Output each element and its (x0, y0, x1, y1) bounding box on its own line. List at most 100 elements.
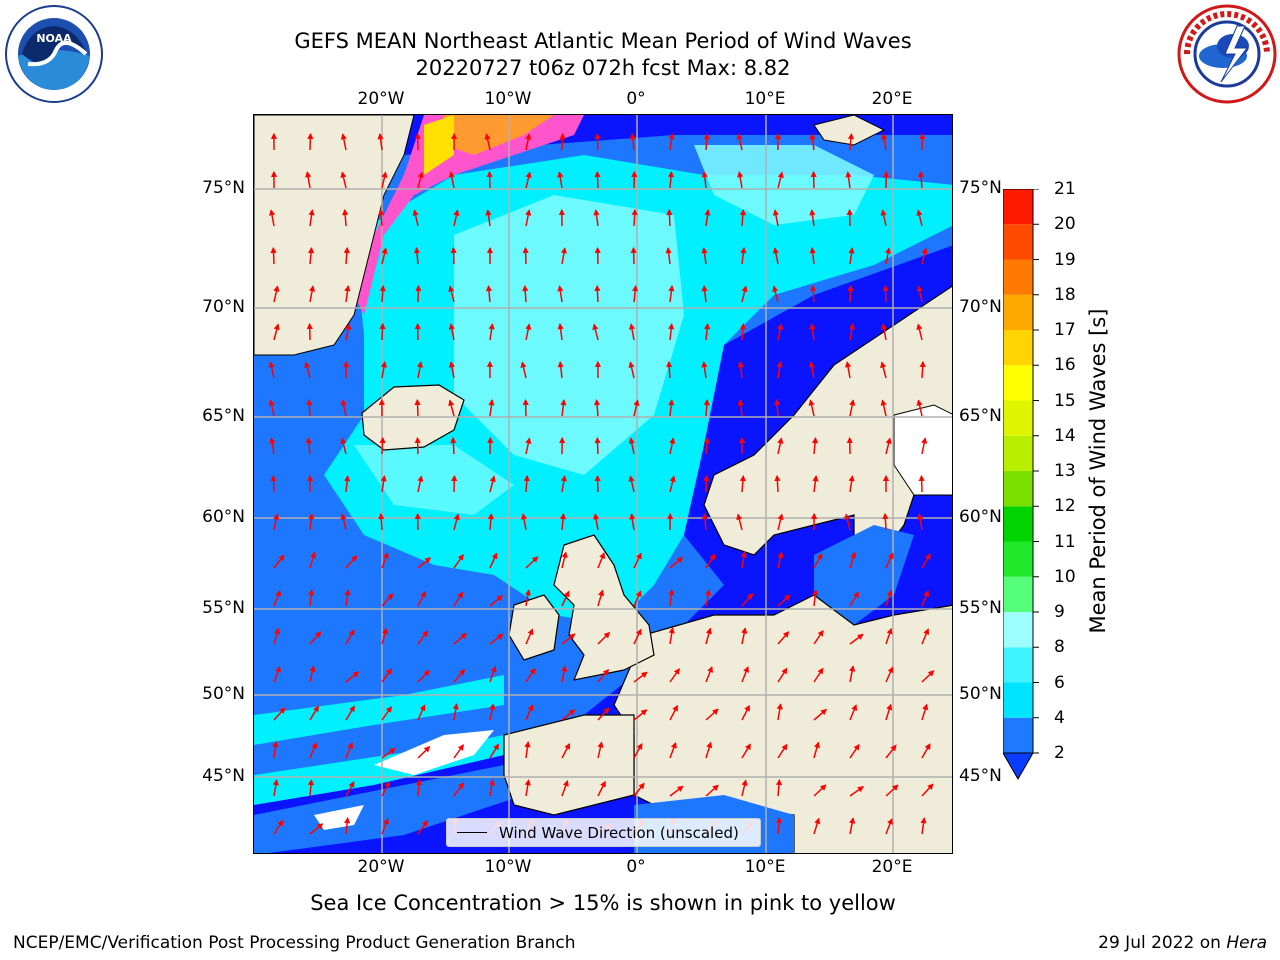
wind-wave-arrowhead (844, 513, 851, 520)
wind-wave-arrowhead (640, 709, 648, 716)
wind-wave-arrowhead (701, 247, 708, 254)
wind-wave-arrowhead (819, 784, 827, 791)
wind-wave-arrowhead (701, 170, 708, 178)
wind-wave-arrowhead (268, 399, 275, 406)
wind-wave-arrowhead (920, 816, 927, 824)
wind-wave-arrowhead (917, 513, 924, 520)
wind-wave-arrowhead (703, 474, 710, 482)
colorbar-tick-label: 21 (1054, 179, 1076, 199)
colorbar-cell (1003, 682, 1033, 718)
wind-wave-arrowhead (667, 171, 675, 178)
wind-wave-arrowhead (704, 323, 711, 330)
wind-wave-arrowhead (307, 779, 315, 786)
wind-wave-arrowhead (809, 246, 816, 254)
wind-wave-arrowhead (414, 322, 421, 330)
lon-tick-top-2: 10°W (484, 89, 532, 109)
wind-wave-arrowhead (277, 819, 284, 827)
wind-wave-arrowhead (668, 627, 675, 634)
wind-wave-arrowhead (520, 513, 528, 520)
wind-wave-arrowhead (272, 740, 279, 748)
wind-wave-arrowhead (849, 399, 856, 406)
wind-wave-arrowhead (349, 705, 355, 713)
wind-wave-arrowhead (594, 246, 601, 254)
wind-wave-arrowhead (666, 208, 673, 216)
wind-wave-arrowhead (774, 132, 782, 139)
lat-tick-right-55: 55°N (959, 598, 1002, 618)
wind-wave-arrowhead (808, 399, 815, 406)
wind-wave-arrowhead (781, 743, 788, 751)
wind-wave-arrowhead (677, 785, 684, 792)
wind-wave-arrowhead (743, 666, 749, 673)
wind-wave-arrowhead (701, 361, 708, 368)
sea-ice-note: Sea Ice Concentration > 15% is shown in … (310, 891, 896, 915)
wind-wave-arrowhead (558, 208, 565, 216)
wind-wave-arrowhead (531, 556, 539, 563)
wind-wave-arrowhead (381, 171, 388, 178)
wind-wave-arrowhead (880, 133, 888, 140)
wind-wave-arrowhead (667, 512, 674, 520)
wind-wave-arrowhead (457, 591, 464, 599)
wind-wave-arrowhead (529, 667, 536, 675)
lat-tick-left-50: 50°N (202, 684, 245, 704)
wind-wave-arrowhead (712, 708, 719, 715)
wind-wave-arrowhead (781, 667, 788, 675)
wind-wave-arrowhead (306, 474, 314, 481)
wind-wave-arrowhead (741, 285, 748, 292)
wind-wave-arrowhead (809, 209, 816, 216)
wind-wave-arrowhead (412, 209, 419, 216)
wind-wave-arrowhead (739, 475, 746, 482)
wind-wave-arrowhead (423, 669, 430, 677)
wind-wave-arrowhead (523, 474, 530, 482)
wind-wave-arrowhead (344, 284, 351, 292)
lon-tick-top-1: 20°W (357, 89, 405, 109)
wind-wave-arrowhead (448, 171, 455, 178)
lat-tick-right-75: 75°N (959, 178, 1002, 198)
wind-wave-arrowhead (559, 513, 567, 520)
wind-wave-arrowhead (775, 779, 783, 786)
wind-wave-arrowhead (311, 742, 318, 749)
wind-wave-arrowhead (424, 557, 432, 564)
wind-wave-arrowhead (525, 171, 532, 178)
colorbar-tick-label: 6 (1054, 672, 1065, 693)
colorbar-tick-label: 12 (1054, 496, 1076, 517)
lon-tick-top-3: 0° (626, 89, 646, 109)
wind-wave-arrowhead (810, 512, 818, 520)
wind-wave-arrowhead (665, 246, 672, 254)
wind-wave-arrowhead (352, 671, 360, 678)
wind-wave-arrowhead (378, 208, 385, 216)
wind-wave-arrowhead (706, 741, 713, 749)
wind-wave-arrowhead (448, 285, 455, 293)
colorbar-tick-label: 9 (1054, 602, 1065, 622)
wind-wave-arrowhead (849, 817, 856, 824)
wind-wave-arrowhead (344, 589, 351, 596)
wind-wave-arrowhead (673, 668, 680, 675)
wind-wave-arrowhead (817, 667, 824, 675)
wind-wave-arrowhead (420, 590, 427, 598)
wind-wave-arrowhead (275, 666, 281, 673)
colorbar-tick-label: 2 (1054, 743, 1065, 763)
wind-wave-arrowhead (738, 436, 746, 443)
wind-wave-arrowhead (340, 171, 347, 178)
wind-wave-arrowhead (384, 780, 391, 788)
wind-wave-arrowhead (451, 474, 458, 482)
wind-wave-arrowhead (814, 741, 820, 749)
wind-wave-arrowhead (703, 437, 710, 444)
wind-wave-arrowhead (712, 784, 719, 792)
wind-wave-arrowhead (592, 323, 599, 331)
wind-wave-arrowhead (348, 629, 355, 636)
wind-wave-arrowhead (705, 589, 712, 596)
wind-wave-arrowhead (676, 557, 684, 564)
wind-wave-arrowhead (520, 361, 527, 368)
colorbar-tick-label: 4 (1054, 707, 1065, 728)
wind-wave-arrowhead (918, 474, 925, 482)
wind-wave-arrowhead (416, 361, 424, 368)
wind-wave-arrowhead (817, 629, 824, 637)
lon-tick-bottom-1: 20°W (357, 857, 405, 877)
wind-wave-arrowhead (917, 171, 925, 178)
wind-wave-arrowhead (782, 631, 790, 638)
wind-wave-arrowhead (816, 553, 823, 560)
wind-wave-arrowhead (308, 209, 315, 216)
lat-tick-right-45: 45°N (959, 766, 1002, 786)
wind-wave-arrowhead (273, 285, 280, 292)
colorbar-tick-label: 16 (1054, 355, 1076, 376)
